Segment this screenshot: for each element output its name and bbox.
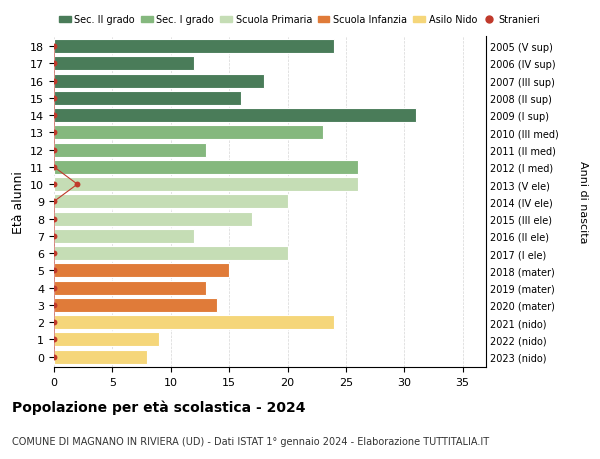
Point (49, 215, 59, 223)
Bar (54, 230, 194, 243)
Text: COMUNE DI MAGNANO IN RIVIERA (UD) - Dati ISTAT 1° gennaio 2024 - Elaborazione TU: COMUNE DI MAGNANO IN RIVIERA (UD) - Dati… (12, 436, 489, 446)
Point (49, 353, 59, 361)
Point (49, 147, 59, 154)
Point (49, 181, 59, 188)
Bar (54, 57, 194, 71)
Bar (54, 298, 217, 312)
Point (49, 250, 59, 257)
Bar (54, 246, 287, 261)
Bar (54, 212, 253, 226)
Point (49, 95, 59, 102)
Bar (54, 161, 358, 174)
Bar (54, 74, 264, 89)
Bar (54, 126, 323, 140)
Point (49, 61, 59, 68)
Y-axis label: Anni di nascita: Anni di nascita (578, 161, 589, 243)
Point (49, 198, 59, 206)
Bar (54, 40, 334, 54)
Point (49, 336, 59, 343)
Point (49, 284, 59, 292)
Point (49, 319, 59, 326)
Bar (54, 315, 334, 330)
Point (49, 78, 59, 85)
Point (49, 44, 59, 51)
Bar (54, 350, 148, 364)
Y-axis label: Età alunni: Età alunni (11, 171, 25, 233)
Point (49, 233, 59, 240)
Bar (54, 92, 241, 106)
Point (49, 164, 59, 171)
Point (49, 129, 59, 137)
Bar (54, 178, 358, 192)
Point (49, 302, 59, 309)
Bar (54, 195, 287, 209)
Point (49, 112, 59, 120)
Legend: Sec. II grado, Sec. I grado, Scuola Primaria, Scuola Infanzia, Asilo Nido, Stran: Sec. II grado, Sec. I grado, Scuola Prim… (59, 15, 540, 25)
Bar (54, 109, 416, 123)
Bar (54, 281, 206, 295)
Text: Popolazione per età scolastica - 2024: Popolazione per età scolastica - 2024 (12, 399, 305, 414)
Bar (54, 143, 206, 157)
Bar (54, 264, 229, 278)
Bar (54, 333, 159, 347)
Point (73, 181, 82, 188)
Point (49, 267, 59, 274)
